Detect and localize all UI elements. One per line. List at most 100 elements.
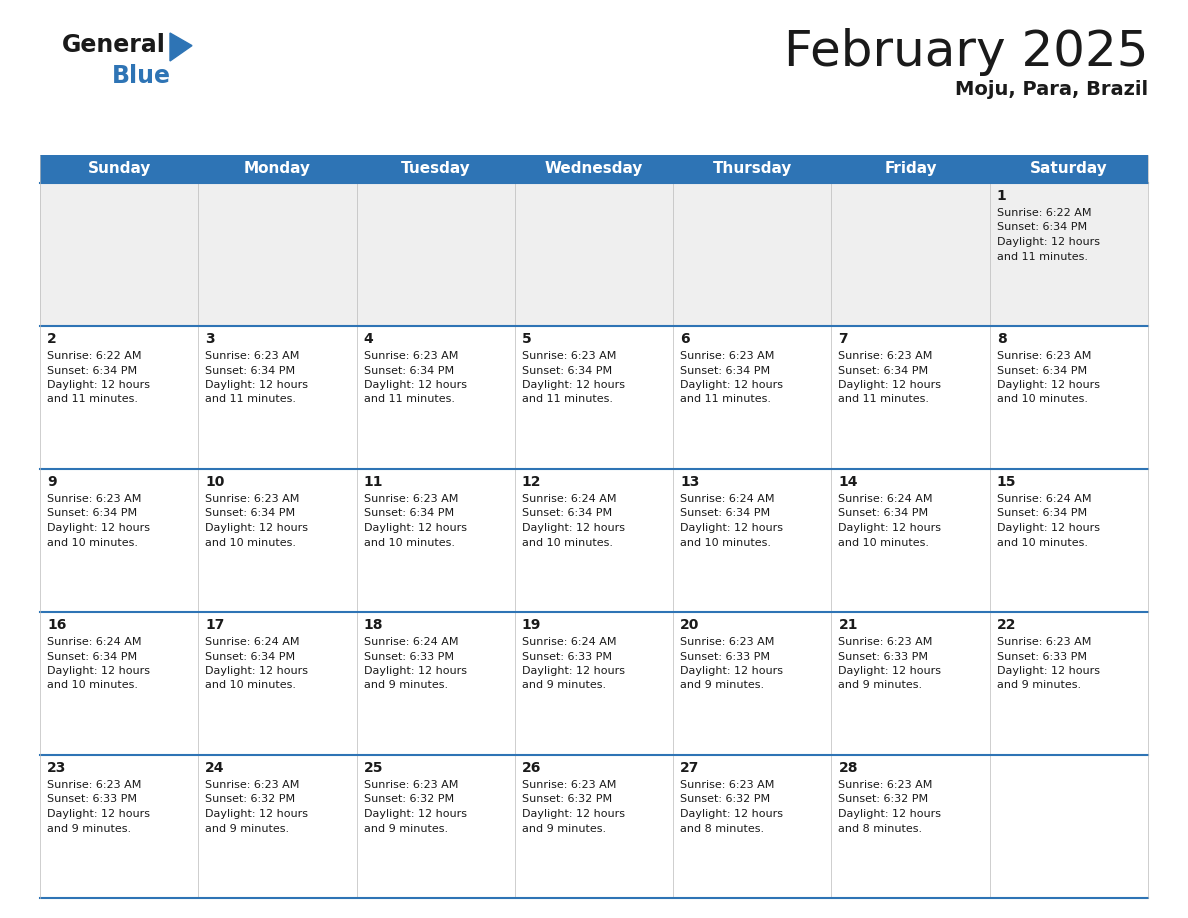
Text: Sunset: 6:34 PM: Sunset: 6:34 PM — [206, 509, 296, 519]
Text: 11: 11 — [364, 475, 383, 489]
Text: and 10 minutes.: and 10 minutes. — [48, 538, 138, 547]
Bar — [674, 183, 832, 326]
Bar — [674, 326, 832, 469]
Text: Daylight: 12 hours: Daylight: 12 hours — [681, 809, 783, 819]
Text: and 11 minutes.: and 11 minutes. — [522, 395, 613, 405]
Text: Daylight: 12 hours: Daylight: 12 hours — [681, 523, 783, 533]
Bar — [990, 755, 1148, 898]
Text: 8: 8 — [997, 332, 1006, 346]
Text: Sunset: 6:34 PM: Sunset: 6:34 PM — [364, 509, 454, 519]
Text: 17: 17 — [206, 618, 225, 632]
Text: Daylight: 12 hours: Daylight: 12 hours — [364, 809, 467, 819]
Text: Sunrise: 6:23 AM: Sunrise: 6:23 AM — [997, 351, 1091, 361]
Text: Sunset: 6:33 PM: Sunset: 6:33 PM — [48, 794, 137, 804]
Text: Sunrise: 6:23 AM: Sunrise: 6:23 AM — [206, 351, 299, 361]
Text: Sunrise: 6:23 AM: Sunrise: 6:23 AM — [522, 351, 617, 361]
Bar — [832, 183, 990, 326]
Text: and 11 minutes.: and 11 minutes. — [839, 395, 929, 405]
Text: and 8 minutes.: and 8 minutes. — [839, 823, 923, 834]
Text: and 10 minutes.: and 10 minutes. — [681, 538, 771, 547]
Bar — [40, 183, 198, 326]
Text: Daylight: 12 hours: Daylight: 12 hours — [997, 237, 1100, 247]
Text: 2: 2 — [48, 332, 57, 346]
Text: Sunrise: 6:23 AM: Sunrise: 6:23 AM — [839, 351, 933, 361]
Bar — [674, 612, 832, 755]
Text: Sunset: 6:34 PM: Sunset: 6:34 PM — [839, 509, 929, 519]
Polygon shape — [170, 33, 192, 61]
Text: 20: 20 — [681, 618, 700, 632]
Text: Sunset: 6:34 PM: Sunset: 6:34 PM — [839, 365, 929, 375]
Text: Daylight: 12 hours: Daylight: 12 hours — [522, 809, 625, 819]
Text: Sunrise: 6:23 AM: Sunrise: 6:23 AM — [364, 780, 457, 790]
Text: 19: 19 — [522, 618, 542, 632]
Text: and 10 minutes.: and 10 minutes. — [997, 395, 1088, 405]
Text: Sunrise: 6:22 AM: Sunrise: 6:22 AM — [48, 351, 141, 361]
Text: and 9 minutes.: and 9 minutes. — [522, 823, 606, 834]
Text: Sunrise: 6:24 AM: Sunrise: 6:24 AM — [839, 494, 933, 504]
Text: Daylight: 12 hours: Daylight: 12 hours — [206, 380, 308, 390]
Text: Sunset: 6:33 PM: Sunset: 6:33 PM — [997, 652, 1087, 662]
Text: 14: 14 — [839, 475, 858, 489]
Text: and 11 minutes.: and 11 minutes. — [206, 395, 296, 405]
Text: 9: 9 — [48, 475, 57, 489]
Text: Sunrise: 6:24 AM: Sunrise: 6:24 AM — [364, 637, 459, 647]
Text: Sunrise: 6:22 AM: Sunrise: 6:22 AM — [997, 208, 1092, 218]
Text: Sunrise: 6:23 AM: Sunrise: 6:23 AM — [206, 494, 299, 504]
Text: and 10 minutes.: and 10 minutes. — [206, 680, 296, 690]
Text: 22: 22 — [997, 618, 1016, 632]
Text: and 9 minutes.: and 9 minutes. — [522, 680, 606, 690]
Bar — [832, 612, 990, 755]
Text: Sunrise: 6:24 AM: Sunrise: 6:24 AM — [997, 494, 1092, 504]
Text: and 10 minutes.: and 10 minutes. — [839, 538, 929, 547]
Text: and 9 minutes.: and 9 minutes. — [48, 823, 131, 834]
Bar — [514, 612, 674, 755]
Text: 4: 4 — [364, 332, 373, 346]
Text: Sunset: 6:32 PM: Sunset: 6:32 PM — [206, 794, 296, 804]
Text: and 11 minutes.: and 11 minutes. — [681, 395, 771, 405]
Text: Sunset: 6:34 PM: Sunset: 6:34 PM — [681, 365, 770, 375]
Text: and 9 minutes.: and 9 minutes. — [364, 680, 448, 690]
Bar — [514, 469, 674, 612]
Text: Sunset: 6:33 PM: Sunset: 6:33 PM — [364, 652, 454, 662]
Bar — [514, 326, 674, 469]
Text: Sunrise: 6:23 AM: Sunrise: 6:23 AM — [206, 780, 299, 790]
Text: Wednesday: Wednesday — [545, 162, 643, 176]
Bar — [514, 755, 674, 898]
Text: Sunset: 6:34 PM: Sunset: 6:34 PM — [997, 509, 1087, 519]
Text: February 2025: February 2025 — [784, 28, 1148, 76]
Text: 21: 21 — [839, 618, 858, 632]
Text: 5: 5 — [522, 332, 531, 346]
Text: General: General — [62, 33, 166, 57]
Text: 13: 13 — [681, 475, 700, 489]
Text: Daylight: 12 hours: Daylight: 12 hours — [522, 380, 625, 390]
Text: and 10 minutes.: and 10 minutes. — [364, 538, 455, 547]
Text: Daylight: 12 hours: Daylight: 12 hours — [839, 809, 941, 819]
Bar — [198, 469, 356, 612]
Text: Daylight: 12 hours: Daylight: 12 hours — [839, 666, 941, 676]
Text: Daylight: 12 hours: Daylight: 12 hours — [48, 380, 150, 390]
Bar — [40, 326, 198, 469]
Text: Daylight: 12 hours: Daylight: 12 hours — [997, 666, 1100, 676]
Text: Sunset: 6:34 PM: Sunset: 6:34 PM — [522, 365, 612, 375]
Text: Sunset: 6:34 PM: Sunset: 6:34 PM — [522, 509, 612, 519]
Text: 24: 24 — [206, 761, 225, 775]
Text: and 9 minutes.: and 9 minutes. — [997, 680, 1081, 690]
Text: and 10 minutes.: and 10 minutes. — [997, 538, 1088, 547]
Bar — [356, 183, 514, 326]
Text: Sunset: 6:34 PM: Sunset: 6:34 PM — [364, 365, 454, 375]
Text: 23: 23 — [48, 761, 67, 775]
Text: Sunset: 6:34 PM: Sunset: 6:34 PM — [206, 365, 296, 375]
Bar — [514, 183, 674, 326]
Text: Daylight: 12 hours: Daylight: 12 hours — [681, 380, 783, 390]
Text: Daylight: 12 hours: Daylight: 12 hours — [206, 809, 308, 819]
Bar — [832, 755, 990, 898]
Text: Daylight: 12 hours: Daylight: 12 hours — [48, 523, 150, 533]
Bar — [832, 326, 990, 469]
Text: Sunrise: 6:24 AM: Sunrise: 6:24 AM — [48, 637, 141, 647]
Bar — [674, 755, 832, 898]
Text: Sunset: 6:34 PM: Sunset: 6:34 PM — [48, 509, 137, 519]
Text: Daylight: 12 hours: Daylight: 12 hours — [364, 380, 467, 390]
Text: 10: 10 — [206, 475, 225, 489]
Text: Sunset: 6:34 PM: Sunset: 6:34 PM — [48, 652, 137, 662]
Text: 28: 28 — [839, 761, 858, 775]
